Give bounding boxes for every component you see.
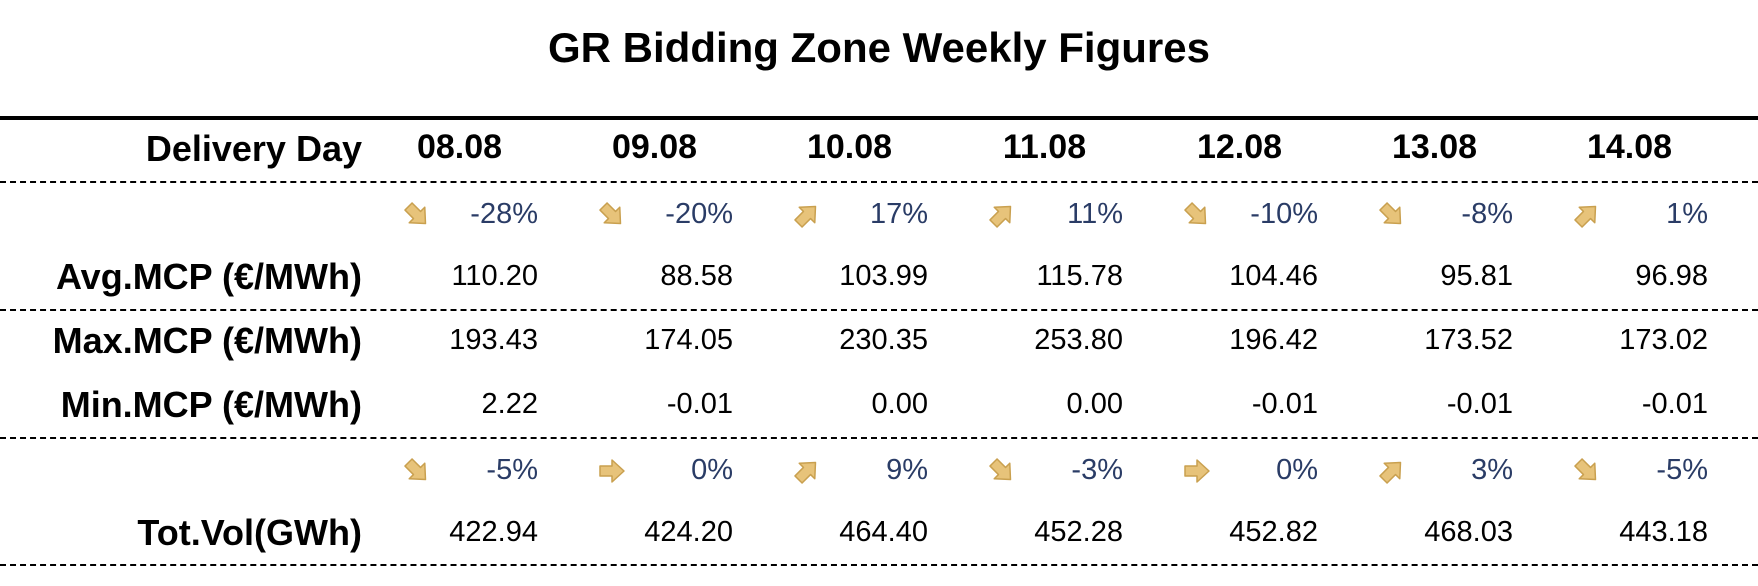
min-mcp-value: 0.00: [1066, 388, 1123, 420]
avg-mcp-change-value: -28%: [470, 198, 538, 230]
tot-vol-change-value: 3%: [1471, 454, 1513, 486]
day-header: 13.08: [1391, 128, 1478, 166]
min-mcp-value: -0.01: [666, 388, 733, 420]
tot-vol-change-value: 0%: [691, 454, 733, 486]
arrow-up-right-icon: [792, 456, 822, 486]
avg-mcp-change-value: -10%: [1250, 198, 1318, 230]
tot-vol-value: 464.40: [839, 516, 928, 548]
arrow-down-right-icon: [402, 456, 432, 486]
avg-mcp-change-value: -20%: [665, 198, 733, 230]
day-header: 12.08: [1196, 128, 1283, 166]
min-mcp-value: -0.01: [1446, 388, 1513, 420]
max-mcp-value: 253.80: [1034, 324, 1123, 356]
arrow-down-right-icon: [402, 200, 432, 230]
max-mcp-value: 173.52: [1424, 324, 1513, 356]
arrow-down-right-icon: [987, 456, 1017, 486]
day-header: 10.08: [806, 128, 893, 166]
arrow-right-icon: [597, 456, 627, 486]
tot-vol-value: 468.03: [1424, 516, 1513, 548]
avg-mcp-label: Avg.MCP (€/MWh): [56, 256, 362, 297]
avg-divider: [0, 309, 1758, 311]
max-mcp-value: 174.05: [644, 324, 733, 356]
header-divider: [0, 181, 1758, 183]
avg-mcp-row: Avg.MCP (€/MWh) 110.20 88.58 103.99 115.78 1…: [0, 256, 1758, 300]
day-header: 14.08: [1586, 128, 1673, 166]
avg-mcp-value: 103.99: [839, 260, 928, 292]
avg-mcp-change-value: 1%: [1666, 198, 1708, 230]
header-row: Delivery Day 08.08 09.08 10.08 11.08 12.08 13…: [0, 128, 1758, 178]
min-mcp-row: Min.MCP (€/MWh) 2.22 -0.01 0.00 0.00 -0.01 -0…: [0, 384, 1758, 428]
avg-mcp-change-value: 17%: [869, 198, 928, 230]
max-mcp-value: 173.02: [1619, 324, 1708, 356]
max-mcp-label: Max.MCP (€/MWh): [52, 320, 362, 361]
arrow-down-right-icon: [597, 200, 627, 230]
avg-mcp-value: 88.58: [660, 260, 733, 292]
tot-vol-label: Tot.Vol(GWh): [137, 512, 362, 553]
arrow-up-right-icon: [1572, 200, 1602, 230]
arrow-up-right-icon: [1377, 456, 1407, 486]
page-title: GR Bidding Zone Weekly Figures: [548, 24, 1210, 71]
avg-mcp-value: 95.81: [1440, 260, 1513, 292]
day-header: 08.08: [416, 128, 503, 166]
tot-vol-value: 422.94: [449, 516, 538, 548]
tot-vol-value: 452.82: [1229, 516, 1318, 548]
arrow-up-right-icon: [792, 200, 822, 230]
tot-vol-value: 443.18: [1619, 516, 1708, 548]
day-header: 11.08: [1002, 128, 1087, 166]
min-mcp-value: 2.22: [481, 388, 538, 420]
delivery-day-label: Delivery Day: [145, 128, 362, 169]
avg-mcp-change-value: -8%: [1461, 198, 1513, 230]
tot-vol-value: 452.28: [1034, 516, 1123, 548]
avg-mcp-change-row: -28% -20% 17% 11% -10% -8% 1%: [0, 196, 1758, 236]
avg-mcp-value: 110.20: [451, 260, 538, 292]
avg-mcp-change-value: 11%: [1067, 198, 1123, 230]
min-mcp-value: -0.01: [1641, 388, 1708, 420]
day-header: 09.08: [611, 128, 698, 166]
max-mcp-value: 196.42: [1229, 324, 1318, 356]
arrow-down-right-icon: [1377, 200, 1407, 230]
arrow-down-right-icon: [1182, 200, 1212, 230]
avg-mcp-value: 104.46: [1229, 260, 1318, 292]
arrow-down-right-icon: [1572, 456, 1602, 486]
tot-vol-change-value: 0%: [1276, 454, 1318, 486]
tot-vol-change-value: -3%: [1071, 454, 1123, 486]
tot-vol-row: Tot.Vol(GWh) 422.94 424.20 464.40 452.28 452…: [0, 512, 1758, 556]
max-mcp-value: 230.35: [839, 324, 928, 356]
tot-vol-change-value: 9%: [886, 454, 928, 486]
min-mcp-value: 0.00: [871, 388, 928, 420]
tot-vol-change-row: -5% 0% 9% -3% 0% 3% -5%: [0, 452, 1758, 492]
min-divider: [0, 437, 1758, 439]
max-mcp-value: 193.43: [449, 324, 538, 356]
table-bottom-rule: [0, 564, 1758, 566]
arrow-right-icon: [1182, 456, 1212, 486]
tot-vol-value: 424.20: [644, 516, 733, 548]
arrow-up-right-icon: [987, 200, 1017, 230]
tot-vol-change-value: -5%: [486, 454, 538, 486]
max-mcp-row: Max.MCP (€/MWh) 193.43 174.05 230.35 253.80…: [0, 320, 1758, 364]
avg-mcp-value: 96.98: [1635, 260, 1708, 292]
avg-mcp-value: 115.78: [1036, 260, 1123, 292]
tot-vol-change-value: -5%: [1656, 454, 1708, 486]
min-mcp-value: -0.01: [1251, 388, 1318, 420]
min-mcp-label: Min.MCP (€/MWh): [60, 384, 362, 425]
table-top-rule: [0, 116, 1758, 120]
